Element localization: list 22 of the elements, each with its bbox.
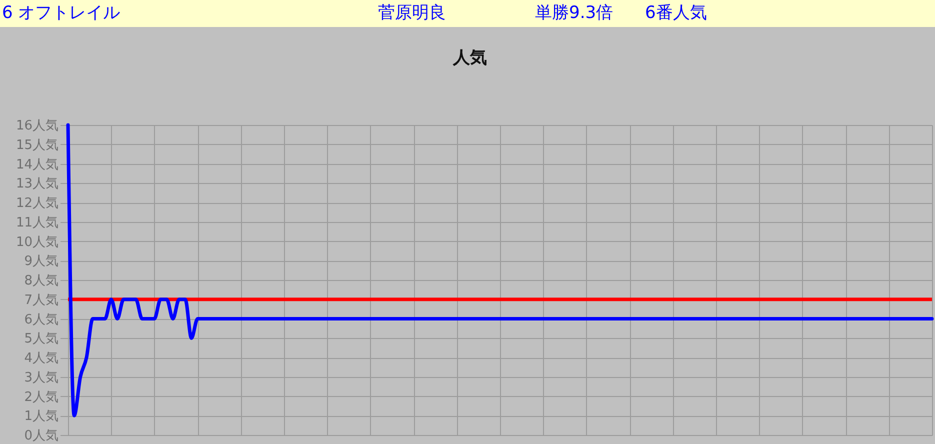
y-tick-label: 16人気: [16, 118, 58, 134]
y-tick-label: 7人気: [24, 292, 58, 308]
y-tick-label: 13人気: [16, 176, 58, 192]
y-tick-label: 6人気: [24, 312, 58, 328]
y-tick-label: 9人気: [24, 254, 58, 270]
text: 6 オフトレイル: [2, 2, 120, 25]
chart-title: 人気: [452, 47, 488, 69]
y-tick-label: 12人気: [16, 196, 58, 211]
y-tick-label: 1人気: [24, 409, 58, 424]
text: 単勝9.3倍: [535, 2, 614, 25]
y-tick-label: 8人気: [24, 274, 58, 288]
text: 6番人気: [645, 2, 707, 25]
y-tick-label: 11人気: [16, 215, 58, 230]
y-tick-label: 0人気: [24, 428, 58, 444]
y-tick-label: 4人気: [24, 351, 58, 366]
y-tick-label: 14人気: [16, 157, 58, 172]
y-tick-label: 10人気: [16, 234, 58, 250]
y-tick-label: 2人気: [24, 390, 58, 405]
text: 菅原明良: [378, 2, 446, 25]
y-tick-label: 15人気: [16, 138, 58, 153]
y-tick-label: 5人気: [24, 332, 58, 347]
y-tick-label: 3人気: [24, 370, 58, 386]
